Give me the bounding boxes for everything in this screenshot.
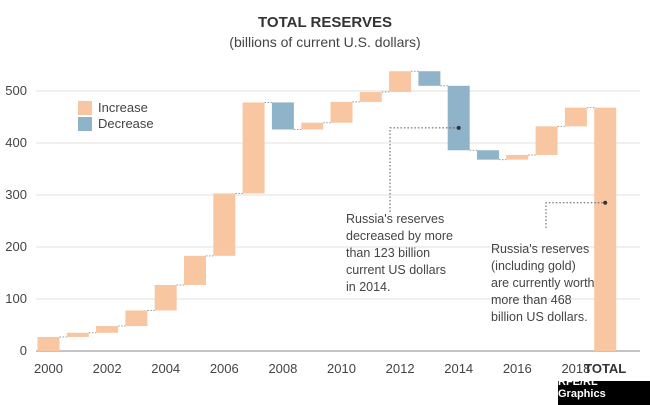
annotations: Russia's reserves decreased by more than 1… xyxy=(346,125,608,324)
legend-swatch xyxy=(78,117,92,131)
bar xyxy=(330,101,353,123)
connector-lines xyxy=(59,70,595,338)
annotation-leader xyxy=(545,202,606,228)
annotation-text-line: billion US dollars. xyxy=(491,310,588,324)
legend-swatch xyxy=(78,101,92,115)
x-tick-label: 2006 xyxy=(210,361,239,376)
x-tick-label: 2008 xyxy=(268,361,297,376)
y-tick-label: 200 xyxy=(5,239,27,254)
annotation-text-line: (including gold) xyxy=(491,259,576,273)
bar xyxy=(37,336,60,351)
x-tick-label: 2010 xyxy=(327,361,356,376)
annotation-text-line: Russia's reserves xyxy=(491,242,589,256)
x-tick-label: 2014 xyxy=(444,361,473,376)
annotation-dot xyxy=(603,200,608,205)
annotation-dot xyxy=(456,125,461,130)
bars xyxy=(37,71,617,351)
annotation-text-line: are currently worth xyxy=(491,276,595,290)
x-tick-label: 2004 xyxy=(151,361,180,376)
annotation-text-line: in 2014. xyxy=(346,280,390,294)
x-tick-label: 2018 xyxy=(561,361,590,376)
y-tick-label: 0 xyxy=(20,343,27,358)
annotation-text-line: more than 468 xyxy=(491,293,572,307)
bar xyxy=(535,126,558,155)
y-tick-label: 400 xyxy=(5,135,27,150)
bar xyxy=(242,102,265,194)
x-tick-label: 2016 xyxy=(503,361,532,376)
annotation-leader xyxy=(389,127,459,212)
y-tick-label: 300 xyxy=(5,187,27,202)
x-tick-label: 2000 xyxy=(34,361,63,376)
bar xyxy=(154,284,177,311)
bar xyxy=(477,150,499,160)
x-tick-label-total: TOTAL xyxy=(584,361,626,376)
bar xyxy=(213,193,236,256)
y-tick-label: 100 xyxy=(5,291,27,306)
grid-lines xyxy=(36,90,640,352)
bar xyxy=(418,71,441,86)
bar-total xyxy=(594,107,617,351)
y-tick-label: 500 xyxy=(5,83,27,98)
annotation-text-line: than 123 billion xyxy=(346,246,430,260)
bar xyxy=(301,122,324,130)
x-tick-label: 2012 xyxy=(386,361,415,376)
bar xyxy=(389,71,412,93)
annotation-text-line: current US dollars xyxy=(346,263,446,277)
bar xyxy=(359,92,382,102)
bar xyxy=(125,310,148,327)
credit-badge: RFE/RL Graphics xyxy=(558,376,650,405)
annotation-text-line: Russia's reserves xyxy=(346,212,444,226)
bar xyxy=(96,326,119,333)
chart-subtitle: (billions of current U.S. dollars) xyxy=(229,34,420,50)
legend-label: Decrease xyxy=(98,116,154,131)
bar xyxy=(506,154,529,160)
legend-label: Increase xyxy=(98,100,148,115)
x-tick-label: 2002 xyxy=(93,361,122,376)
chart-title: TOTAL RESERVES xyxy=(258,14,392,31)
annotation-text-line: decreased by more xyxy=(346,229,453,243)
bar xyxy=(184,255,206,285)
bar xyxy=(66,332,89,337)
credit-text: RFE/RL Graphics xyxy=(558,376,606,400)
x-axis-ticks: 2000 2002 2004 2006 2008 2010 2012 2014 2016 2018… xyxy=(34,361,626,376)
bar xyxy=(271,102,294,130)
bar xyxy=(447,85,470,151)
bar xyxy=(564,107,587,127)
y-axis-ticks: 0 100 200 300 400 500 xyxy=(5,83,27,358)
